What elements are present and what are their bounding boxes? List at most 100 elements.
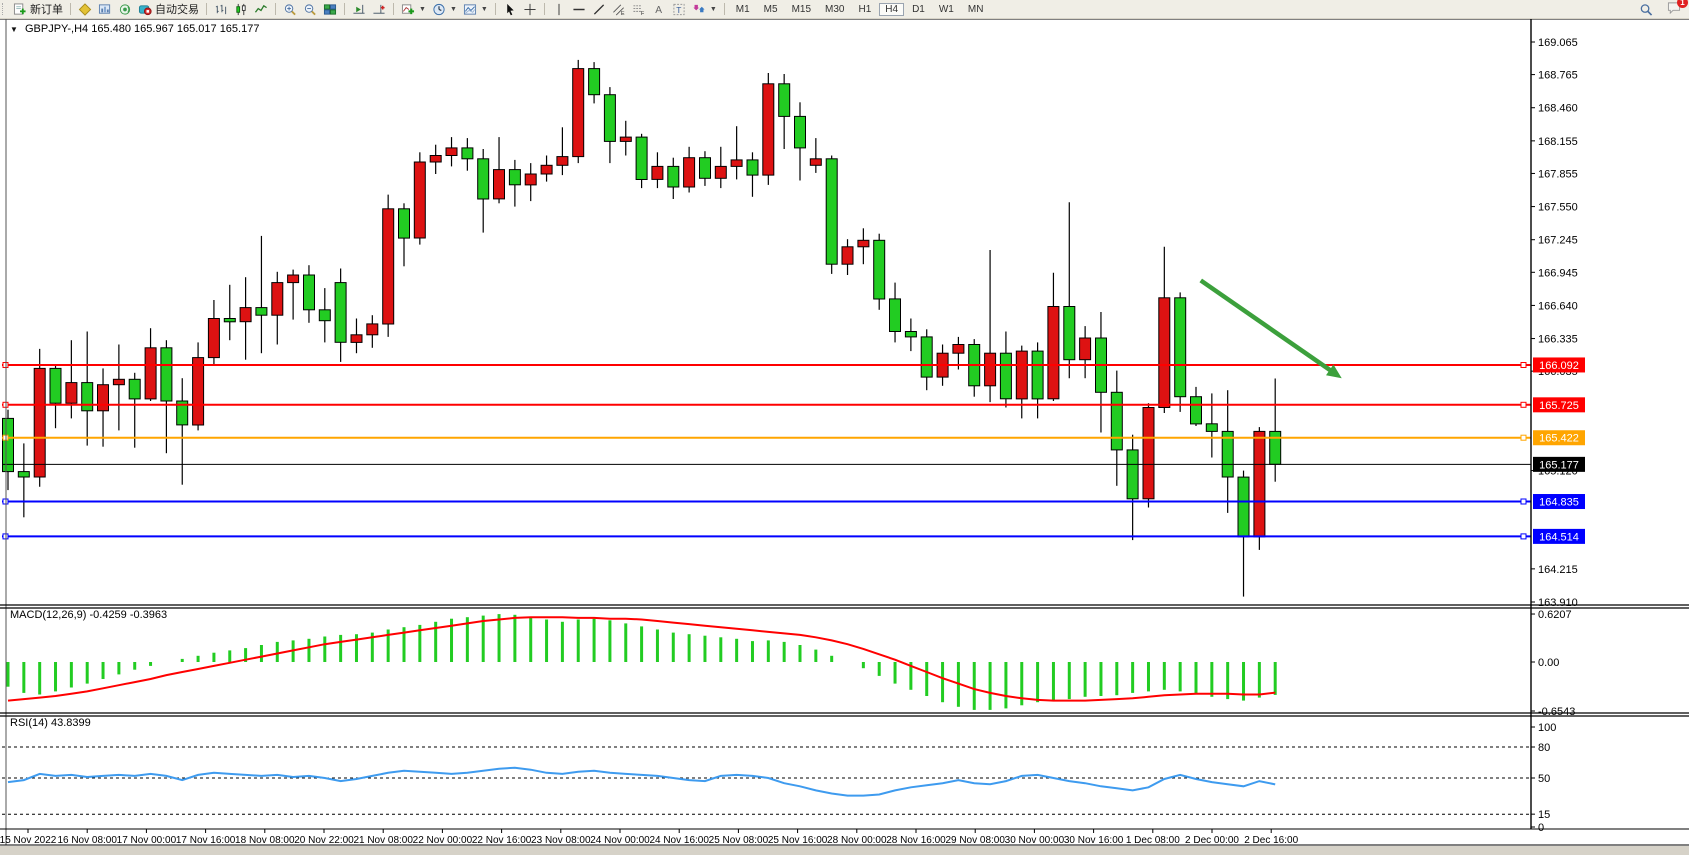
time-axis-label: 23 Nov 08:00 [531, 835, 591, 846]
tile-windows-button[interactable] [320, 1, 340, 17]
charts-button[interactable] [95, 1, 115, 17]
candlestick-button[interactable] [231, 1, 251, 17]
separator [275, 3, 276, 15]
candle [920, 336, 933, 378]
text-button[interactable]: A [649, 1, 669, 17]
tab-m1[interactable]: M1 [735, 3, 750, 15]
price-axis-label: 168.765 [1538, 70, 1578, 82]
separator [393, 3, 394, 15]
tab-m15[interactable]: M15 [791, 3, 812, 15]
candle [461, 147, 474, 160]
text-label-button[interactable]: T [669, 1, 689, 17]
trendline-button[interactable] [589, 1, 609, 17]
autotrading-button[interactable]: 自动交易 [135, 1, 202, 17]
indicators-button[interactable]: ▼ [398, 1, 429, 17]
price-line-badge [1533, 494, 1585, 510]
tab-h1[interactable]: H1 [858, 3, 872, 15]
tab-d1[interactable]: D1 [912, 3, 925, 15]
bar-chart-icon [215, 4, 227, 14]
chart-symbol: GBPJPY-,H4 [24, 23, 89, 35]
price-line-badge [1533, 456, 1585, 472]
candle [334, 282, 347, 343]
tab-h4[interactable]: H4 [879, 2, 905, 16]
candle [556, 156, 569, 166]
candle [651, 165, 664, 180]
separator [70, 3, 71, 15]
candle [984, 352, 997, 387]
editor-button[interactable] [75, 1, 95, 17]
cursor-button[interactable] [500, 1, 520, 17]
chart-shift-button[interactable] [369, 1, 389, 17]
horizontal-line-button[interactable] [569, 1, 589, 17]
time-axis-label: 17 Nov 00:00 [117, 835, 177, 846]
bar-chart-button[interactable] [211, 1, 231, 17]
zoom-out-icon [304, 3, 316, 15]
time-axis-label: 24 Nov 00:00 [590, 835, 650, 846]
candle [794, 115, 806, 149]
periods-button[interactable]: ▼ [429, 1, 460, 17]
svg-text:T: T [676, 4, 681, 14]
indicators-icon [401, 3, 415, 14]
candle [1047, 306, 1060, 400]
time-axis-label: 18 Nov 08:00 [235, 835, 295, 846]
zoom-out-button[interactable] [300, 1, 320, 17]
candle [1174, 297, 1187, 398]
candle [1253, 430, 1266, 538]
charts-icon [98, 3, 111, 14]
candle [477, 158, 490, 200]
price-axis-label: 167.245 [1538, 235, 1578, 247]
chart-title: ▼ GBPJPY-,H4 165.480 165.967 165.017 165… [10, 23, 259, 35]
time-axis-label: 2 Dec 00:00 [1185, 835, 1239, 846]
line-chart-icon [254, 4, 267, 13]
candle [65, 382, 78, 404]
templates-button[interactable]: ▼ [460, 1, 491, 17]
tab-m30[interactable]: M30 [825, 3, 845, 15]
fibonacci-button[interactable]: F [629, 1, 649, 17]
line-handle [1520, 401, 1527, 408]
price-line-badge [1533, 357, 1585, 373]
tab-mn[interactable]: MN [967, 3, 984, 15]
candle [144, 347, 157, 400]
channel-button[interactable]: E [609, 1, 629, 17]
search-icon[interactable] [1639, 3, 1653, 16]
candle [904, 331, 917, 338]
text-icon: A [655, 5, 662, 16]
zoom-in-icon [284, 3, 296, 15]
candle [873, 239, 886, 300]
signals-button[interactable] [115, 1, 135, 17]
horizontal-line-icon [573, 8, 585, 10]
templates-icon [463, 3, 476, 15]
tab-m5[interactable]: M5 [763, 3, 778, 15]
price-axis-label: 169.065 [1538, 37, 1578, 49]
macd-axis-label: 0.6207 [1538, 609, 1572, 621]
candle [1079, 337, 1092, 361]
new-order-label: 新订单 [30, 4, 63, 16]
crosshair-button[interactable] [520, 1, 540, 17]
price-axis-label: 166.945 [1538, 267, 1578, 279]
new-order-button[interactable]: 新订单 [10, 1, 66, 17]
price-axis-label: 167.855 [1538, 168, 1578, 180]
dropdown-caret: ▼ [480, 5, 488, 13]
auto-scroll-icon [353, 4, 365, 14]
time-axis-label: 28 Nov 00:00 [827, 835, 887, 846]
candle [445, 147, 458, 156]
candle [176, 400, 189, 426]
editor-icon [78, 2, 92, 16]
status-strip [0, 846, 1689, 855]
line-handle [1520, 533, 1527, 540]
tab-w1[interactable]: W1 [938, 3, 954, 15]
channel-icon: E [612, 4, 625, 16]
candle [746, 159, 759, 176]
clock-icon [433, 3, 445, 15]
trend-arrow [1199, 278, 1337, 376]
notifications-button[interactable]: 1 [1667, 0, 1688, 17]
time-axis-label: 25 Nov 16:00 [768, 835, 828, 846]
candle [17, 471, 30, 478]
vertical-line-button[interactable] [549, 1, 569, 17]
candle [1126, 449, 1139, 500]
auto-scroll-button[interactable] [349, 1, 369, 17]
arrows-button[interactable]: ▼ [689, 1, 720, 17]
line-chart-button[interactable] [251, 1, 271, 17]
zoom-in-button[interactable] [280, 1, 300, 17]
